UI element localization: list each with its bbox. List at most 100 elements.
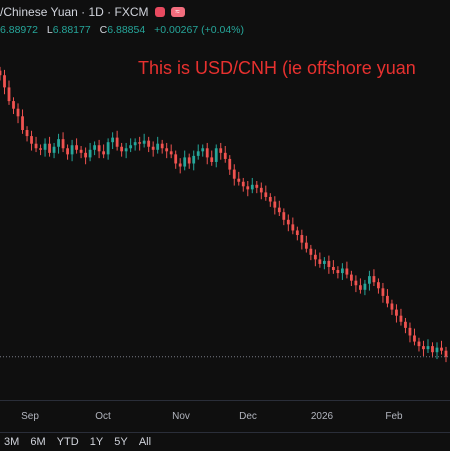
candle-body <box>43 143 47 150</box>
candle <box>165 142 169 159</box>
range-5y-button[interactable]: 5Y <box>114 436 128 448</box>
candle-body <box>309 248 313 255</box>
candle <box>70 139 74 162</box>
candle-body <box>246 186 250 190</box>
candle <box>246 180 250 197</box>
candle-body <box>426 346 430 350</box>
candle <box>255 180 259 194</box>
candle-body <box>61 139 65 149</box>
candle <box>147 136 151 153</box>
time-tick-sep: Sep <box>21 411 39 422</box>
candle <box>295 226 299 241</box>
candle <box>151 141 155 157</box>
candle <box>48 136 51 157</box>
candle-body <box>322 260 326 264</box>
range-6m-button[interactable]: 6M <box>30 436 46 448</box>
candle-body <box>250 184 254 190</box>
candle <box>331 260 335 274</box>
candle-body <box>115 137 119 147</box>
range-all-button[interactable]: All <box>138 436 152 448</box>
candle <box>97 139 101 159</box>
candle-body <box>286 219 290 225</box>
candle-body <box>232 169 236 179</box>
candle <box>75 138 78 154</box>
candle <box>282 208 286 226</box>
candle-body <box>291 224 295 231</box>
candle <box>264 185 268 201</box>
candle <box>111 132 115 150</box>
candle-body <box>431 346 434 353</box>
candle <box>138 136 142 151</box>
change-value: +0.00267 (+0.04%) <box>154 24 245 36</box>
candle <box>205 142 209 165</box>
candle-body <box>228 158 232 170</box>
candle <box>84 147 87 165</box>
range-1y-button[interactable]: 1Y <box>89 436 104 448</box>
candle-body <box>124 148 128 152</box>
candle-body <box>183 157 187 167</box>
candle <box>413 328 416 346</box>
candle <box>115 130 119 151</box>
time-tick-nov: Nov <box>172 411 190 422</box>
candle-body <box>214 148 218 162</box>
candle-body <box>404 321 407 328</box>
candle <box>21 109 24 134</box>
candle-body <box>25 130 29 137</box>
candle-body <box>390 303 394 310</box>
symbol-title-row[interactable]: /Chinese Yuan · 1D · FXCM ≈ <box>0 5 185 19</box>
candle-body <box>408 327 412 336</box>
candle-body <box>102 151 106 155</box>
candle <box>291 217 295 235</box>
candle-body <box>156 143 160 150</box>
candle <box>43 138 47 157</box>
candle <box>318 252 322 268</box>
candle <box>61 132 65 153</box>
candle <box>3 69 6 95</box>
candle-body <box>395 309 398 316</box>
candle <box>372 269 376 287</box>
price-chart[interactable] <box>0 0 450 400</box>
candle-body <box>313 254 317 260</box>
candle <box>52 142 56 159</box>
candle-body <box>277 207 281 213</box>
candle <box>386 289 389 308</box>
candle <box>106 138 110 160</box>
open-value: 6.88972 <box>0 24 38 36</box>
candle <box>120 142 124 157</box>
candle <box>88 142 92 162</box>
range-ytd-button[interactable]: YTD <box>56 436 79 448</box>
candle <box>201 144 205 157</box>
symbol-title[interactable]: /Chinese Yuan · 1D · FXCM <box>0 5 149 19</box>
candle-body <box>66 148 69 155</box>
candle-body <box>0 70 2 76</box>
candle <box>349 270 353 287</box>
candle-body <box>259 187 263 193</box>
candle <box>431 342 434 358</box>
candle-body <box>88 149 92 158</box>
candle <box>237 171 241 186</box>
candle <box>178 158 182 174</box>
candle-body <box>368 276 371 284</box>
candle <box>313 249 317 267</box>
candle-body <box>187 157 191 164</box>
candle <box>30 130 33 151</box>
candle <box>93 141 97 156</box>
candle <box>435 342 439 360</box>
range-3m-button[interactable]: 3M <box>4 436 20 448</box>
candle-body <box>39 148 42 150</box>
candle <box>142 133 146 148</box>
candle <box>187 153 191 169</box>
candle-body <box>34 143 38 149</box>
candle <box>0 66 2 81</box>
candle <box>196 144 200 160</box>
candle-body <box>133 142 137 146</box>
time-axis[interactable]: Sep Oct Nov Dec 2026 Feb <box>0 400 450 429</box>
candle-body <box>75 145 78 150</box>
candle-body <box>129 145 133 149</box>
candle <box>327 255 331 274</box>
candle <box>223 145 227 163</box>
candle <box>336 266 340 279</box>
candle <box>66 144 69 160</box>
candle-body <box>354 280 358 286</box>
candle-body <box>165 148 169 152</box>
